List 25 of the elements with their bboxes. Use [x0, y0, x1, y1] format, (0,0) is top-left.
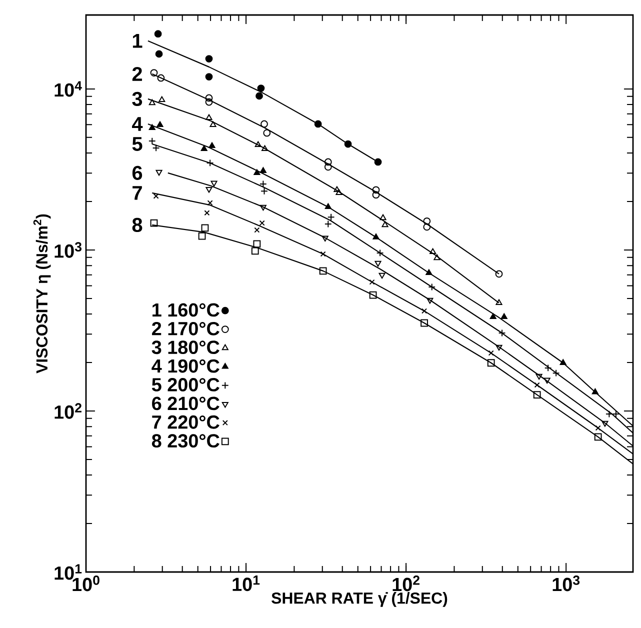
- x-axis-title: SHEAR RATE γ̇ (1/SEC): [272, 592, 448, 607]
- y-axis-title: VISCOSITY η (Ns/m$^{2}$): [33, 214, 51, 374]
- legend-label: 7 220°C: [152, 415, 220, 429]
- annotation: 3: [132, 92, 142, 106]
- legend-label: 1 160°C: [152, 303, 220, 317]
- annotation: 6: [132, 166, 142, 180]
- x-tick-label: 10$^{1}$: [232, 576, 260, 592]
- legend-label: 8 230°C: [152, 434, 220, 448]
- x-tick-label: 10$^{0}$: [72, 576, 100, 592]
- x-tick-label: 10$^{2}$: [392, 576, 420, 592]
- annotation: 7: [132, 186, 142, 200]
- legend-label: 2 170°C: [152, 322, 220, 336]
- annotation: 2: [132, 66, 142, 81]
- annotation: 4: [132, 117, 143, 131]
- legend-label: 4 190°C: [152, 359, 220, 373]
- y-tick-label: 10$^{4}$: [54, 81, 82, 97]
- y-tick-label: 10$^{2}$: [54, 403, 82, 419]
- annotation: 5: [132, 137, 142, 151]
- annotation: 8: [132, 218, 142, 232]
- legend-label: 5 200°C: [152, 378, 220, 392]
- annotation: 1: [132, 34, 142, 48]
- legend-label: 6 210°C: [152, 396, 220, 410]
- x-tick-label: 10$^{3}$: [552, 576, 580, 592]
- y-tick-label: 10$^{3}$: [54, 242, 82, 258]
- legend-label: 3 180°C: [152, 340, 220, 354]
